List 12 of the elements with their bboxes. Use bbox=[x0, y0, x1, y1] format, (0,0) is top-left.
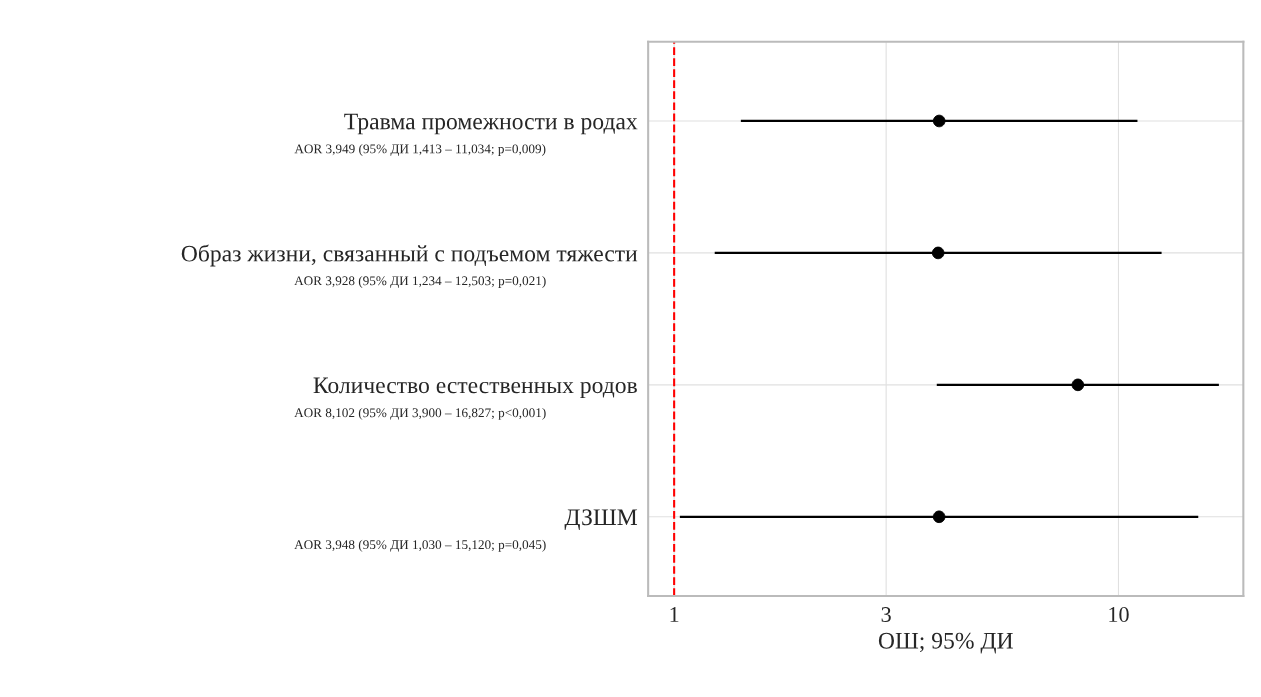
x-tick-label: 10 bbox=[1109, 606, 1129, 622]
data-label: AOR 3,949 (95% ДИ 1,413 – 11,034; p=0,009) bbox=[294, 144, 546, 156]
y-tick-label: Травма промежности в родах bbox=[344, 113, 638, 135]
y-tick-label: Количество естественных родов bbox=[313, 377, 637, 399]
data-label: AOR 3,928 (95% ДИ 1,234 – 12,503; p=0,021) bbox=[294, 275, 546, 288]
y-tick-label: ДЗШМ bbox=[564, 509, 638, 530]
data-label: AOR 8,102 (95% ДИ 3,900 – 16,827; p<0,001) bbox=[294, 407, 546, 420]
x-tick-label: 3 bbox=[881, 607, 891, 622]
x-axis-title: ОШ; 95% ДИ bbox=[878, 632, 1013, 654]
data-label: AOR 3,948 (95% ДИ 1,030 – 15,120; p=0,045) bbox=[294, 539, 546, 552]
x-tick-label: 1 bbox=[670, 607, 679, 622]
y-tick-label: Образ жизни, связанный с подъемом тяжести bbox=[181, 244, 638, 267]
